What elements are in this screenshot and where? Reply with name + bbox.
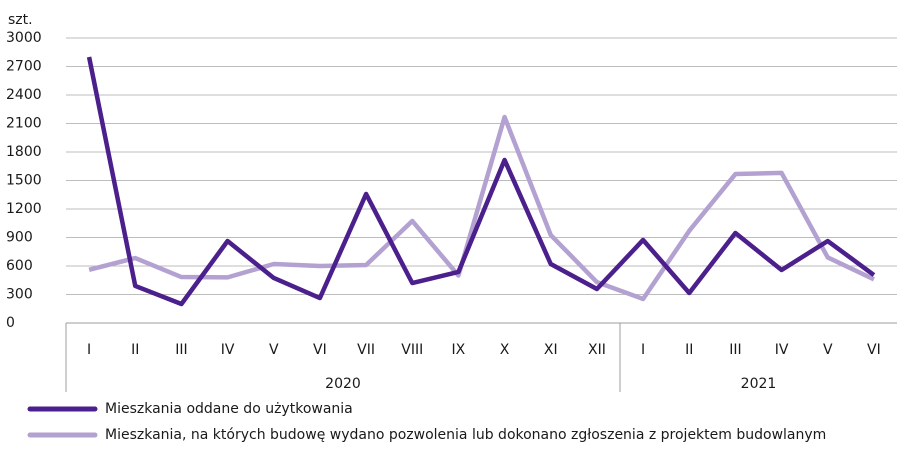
x-tick-label: X: [500, 342, 510, 358]
y-tick-label: 300: [6, 287, 33, 303]
y-tick-label: 2400: [6, 87, 42, 103]
legend-label: Mieszkania oddane do użytkowania: [105, 401, 353, 417]
group-label: 2021: [741, 376, 777, 392]
x-tick-label: II: [685, 342, 693, 358]
x-tick-label: VI: [867, 342, 881, 358]
x-tick-label: V: [269, 342, 279, 358]
y-tick-label: 0: [6, 315, 15, 331]
x-tick-label: III: [175, 342, 187, 358]
x-tick-label: I: [641, 342, 645, 358]
y-tick-label: 900: [6, 230, 33, 246]
x-tick-label: VIII: [401, 342, 423, 358]
x-tick-label: I: [87, 342, 91, 358]
series-line: [88, 114, 875, 302]
x-tick-label: VI: [313, 342, 327, 358]
x-tick-label: IV: [775, 342, 789, 358]
x-tick-label: XII: [588, 342, 606, 358]
x-tick-label: V: [823, 342, 833, 358]
y-tick-label: 1500: [6, 173, 42, 189]
group-label: 2020: [325, 376, 361, 392]
y-tick-label: 3000: [6, 30, 42, 46]
series-line: [86, 56, 876, 307]
y-tick-label: 1800: [6, 144, 42, 160]
x-tick-label: III: [729, 342, 741, 358]
legend-label: Mieszkania, na których budowę wydano poz…: [105, 427, 826, 443]
x-tick-label: IX: [452, 342, 466, 358]
x-tick-label: II: [131, 342, 139, 358]
y-tick-label: 2100: [6, 116, 42, 132]
y-tick-label: 1200: [6, 201, 42, 217]
x-tick-label: IV: [221, 342, 235, 358]
unit-label: szt.: [8, 12, 33, 28]
y-tick-label: 600: [6, 258, 33, 274]
y-tick-label: 2700: [6, 59, 42, 75]
x-tick-label: VII: [357, 342, 375, 358]
x-tick-label: XI: [544, 342, 558, 358]
